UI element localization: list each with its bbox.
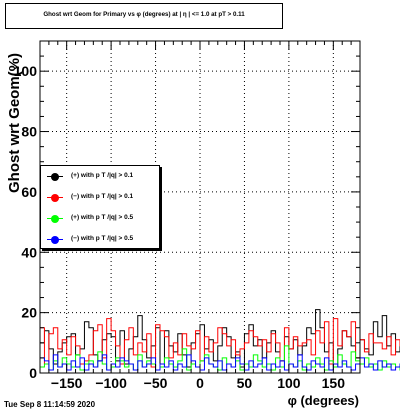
legend-marker-icon xyxy=(51,173,59,181)
x-tick-label: 0 xyxy=(196,375,204,391)
legend-marker-icon xyxy=(51,215,59,223)
y-tick-label: 60 xyxy=(21,184,37,200)
x-axis-label: φ (degrees) xyxy=(288,393,359,408)
x-tick-label: −50 xyxy=(144,375,168,391)
x-tick-label: −150 xyxy=(51,375,83,391)
legend-item: (+) with p T /|q| > 0.1 xyxy=(41,171,159,183)
title-box: Ghost wrt Geom for Primary vs φ (degrees… xyxy=(5,3,283,29)
y-tick-label: 40 xyxy=(21,244,37,260)
x-tick-label: 100 xyxy=(277,375,301,391)
y-tick-label: 20 xyxy=(21,305,37,321)
series-outline-2 xyxy=(39,345,400,373)
legend-label: (−) with p T /|q| > 0.5 xyxy=(71,235,134,242)
legend: (+) with p T /|q| > 0.1 (−) with p T /|q… xyxy=(40,165,160,249)
y-tick-label: 0 xyxy=(29,365,37,381)
axis-ticks: −150 −100 −50 0 50 100 150 0 20 40 60 80 100 xyxy=(14,40,361,391)
x-tick-label: −100 xyxy=(95,375,127,391)
legend-marker-icon xyxy=(51,194,59,202)
y-tick-label: 80 xyxy=(21,124,37,140)
series-outline-1 xyxy=(39,318,400,373)
legend-item: (−) with p T /|q| > 0.1 xyxy=(41,192,159,204)
series-outline-3 xyxy=(39,354,400,373)
timestamp: Tue Sep 8 11:14:59 2020 xyxy=(4,400,96,409)
legend-label: (+) with p T /|q| > 0.1 xyxy=(71,172,134,179)
legend-label: (−) with p T /|q| > 0.1 xyxy=(71,193,134,200)
y-axis-label: Ghost wrt Geom(%) xyxy=(6,53,23,193)
x-tick-label: 50 xyxy=(237,375,253,391)
grid-lines xyxy=(40,41,360,373)
x-tick-label: 150 xyxy=(322,375,346,391)
legend-marker-icon xyxy=(51,236,59,244)
legend-item: (−) with p T /|q| > 0.5 xyxy=(41,234,159,246)
y-tick-label: 100 xyxy=(14,63,38,79)
chart-title: Ghost wrt Geom for Primary vs φ (degrees… xyxy=(43,11,245,18)
legend-label: (+) with p T /|q| > 0.5 xyxy=(71,214,134,221)
histogram-series xyxy=(39,309,400,373)
legend-item: (+) with p T /|q| > 0.5 xyxy=(41,213,159,225)
